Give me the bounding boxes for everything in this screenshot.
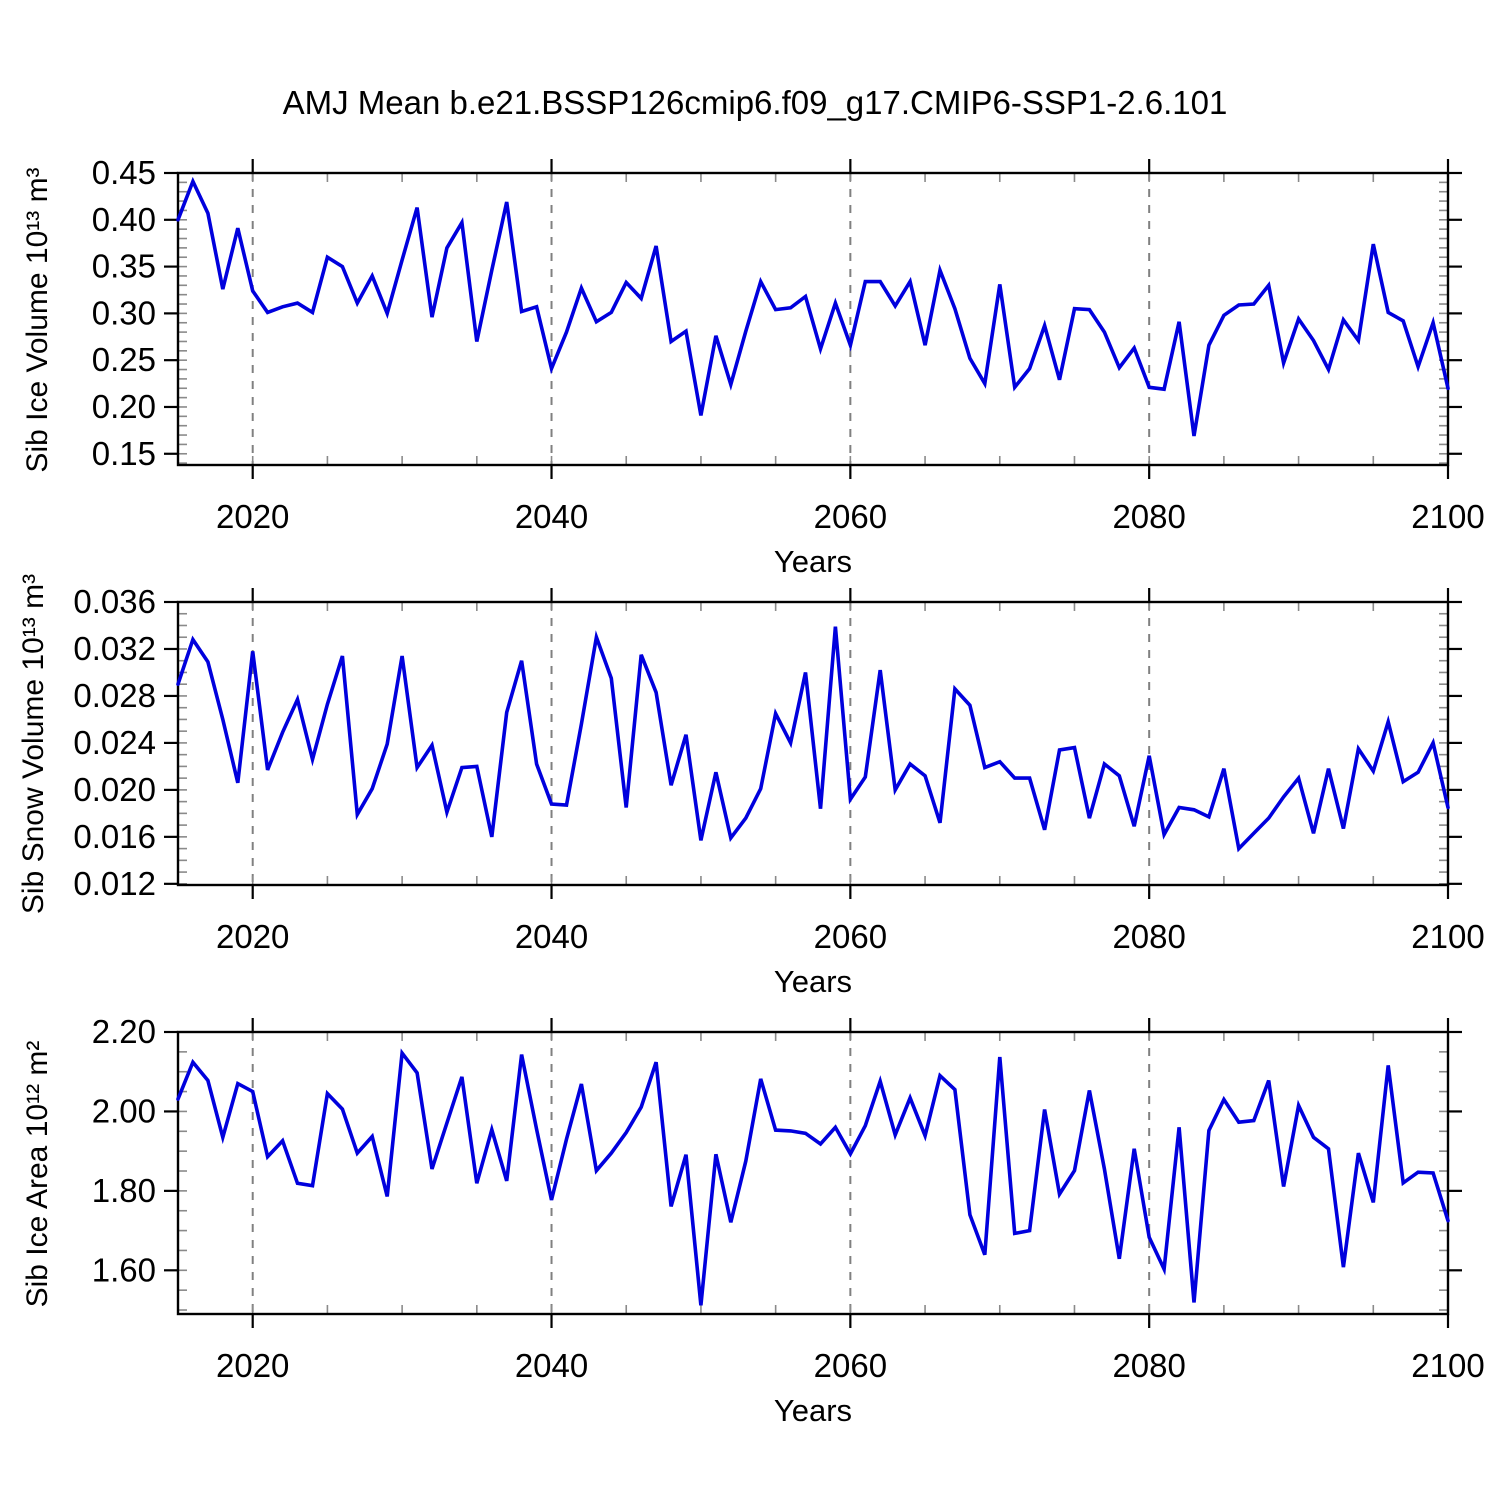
y-tick-label: 1.60 xyxy=(92,1251,156,1288)
plot-frame xyxy=(176,600,1450,887)
y-tick-label: 0.028 xyxy=(73,677,156,714)
x-axis-title: Years xyxy=(774,964,852,999)
chart-title: AMJ Mean b.e21.BSSP126cmip6.f09_g17.CMIP… xyxy=(282,84,1228,121)
y-axis-title-ice-area: Sib Ice Area 10¹² m² xyxy=(21,1040,54,1308)
x-tick-label: 2080 xyxy=(1112,1347,1185,1384)
y-tick-label: 0.024 xyxy=(73,724,156,761)
y-tick-label: 0.30 xyxy=(92,294,156,331)
y-tick-label: 0.032 xyxy=(73,630,156,667)
x-axis-title: Years xyxy=(774,544,852,579)
x-tick-label: 2080 xyxy=(1112,918,1185,955)
panel-sib-snow-volume: 2020 2040 2060 2080 2100 0.012 0.016 0.020 0.024… xyxy=(73,583,1484,999)
x-tick-label: 2020 xyxy=(216,1347,289,1384)
y-axis-title-ice-volume: Sib Ice Volume 10¹³ m³ xyxy=(21,167,54,473)
x-tick-label: 2020 xyxy=(216,498,289,535)
y-tick-label: 0.15 xyxy=(92,435,156,472)
y-tick-label: 2.00 xyxy=(92,1092,156,1129)
y-tick-label: 0.20 xyxy=(92,388,156,425)
y-tick-label: 0.036 xyxy=(73,583,156,620)
x-axis-title: Years xyxy=(774,1393,852,1428)
panel-sib-ice-area: 2020 2040 2060 2080 2100 1.60 1.80 2.00 2.20 Year… xyxy=(92,1013,1485,1428)
x-tick-label: 2040 xyxy=(515,918,588,955)
x-tick-label: 2040 xyxy=(515,498,588,535)
series-line-sib-ice-area xyxy=(176,1048,1450,1306)
panel-sib-ice-volume: 2020 2040 2060 2080 2100 0.15 0.20 0.25 0.30 0.35… xyxy=(92,154,1485,579)
x-tick-label: 2020 xyxy=(216,918,289,955)
y-tick-label: 0.35 xyxy=(92,248,156,285)
y-tick-label: 1.80 xyxy=(92,1172,156,1209)
y-tick-label: 0.012 xyxy=(73,865,156,902)
x-tick-label: 2060 xyxy=(814,498,887,535)
y-tick-label: 0.016 xyxy=(73,818,156,855)
x-tick-label: 2100 xyxy=(1411,918,1484,955)
x-tick-label: 2060 xyxy=(814,1347,887,1384)
x-tick-label: 2060 xyxy=(814,918,887,955)
y-tick-label: 0.40 xyxy=(92,201,156,238)
x-tick-label: 2040 xyxy=(515,1347,588,1384)
y-tick-label: 0.45 xyxy=(92,154,156,191)
plot-frame xyxy=(176,171,1450,467)
x-tick-label: 2100 xyxy=(1411,498,1484,535)
x-tick-label: 2100 xyxy=(1411,1347,1484,1384)
y-tick-label: 2.20 xyxy=(92,1013,156,1050)
y-tick-label: 0.25 xyxy=(92,341,156,378)
series-line-sib-snow-volume xyxy=(176,626,1450,853)
series-line-sib-ice-volume xyxy=(176,176,1450,437)
x-tick-label: 2080 xyxy=(1112,498,1185,535)
y-axis-title-snow-volume: Sib Snow Volume 10¹³ m³ xyxy=(17,573,50,915)
y-tick-label: 0.020 xyxy=(73,771,156,808)
plot-frame xyxy=(176,1030,1450,1316)
